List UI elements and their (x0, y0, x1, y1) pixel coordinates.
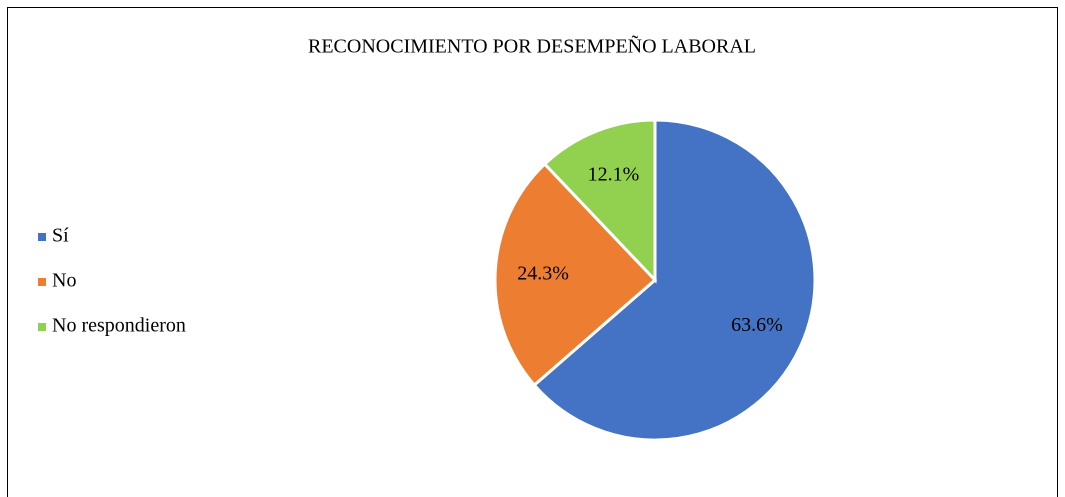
data-label: 24.3% (517, 262, 569, 284)
legend-swatch (38, 233, 46, 241)
data-label: 63.6% (731, 314, 783, 336)
pie-slice (493, 161, 658, 388)
legend-label: No respondieron (52, 315, 186, 337)
data-label: 12.1% (588, 164, 640, 186)
legend-label: No (52, 270, 76, 292)
pie-slice (532, 118, 817, 442)
legend-swatch (38, 323, 46, 331)
pie-slice (542, 118, 657, 284)
legend-swatch (38, 278, 46, 286)
chart-title: RECONOCIMIENTO POR DESEMPEÑO LABORAL (308, 34, 756, 58)
legend-label: Sí (52, 225, 69, 247)
